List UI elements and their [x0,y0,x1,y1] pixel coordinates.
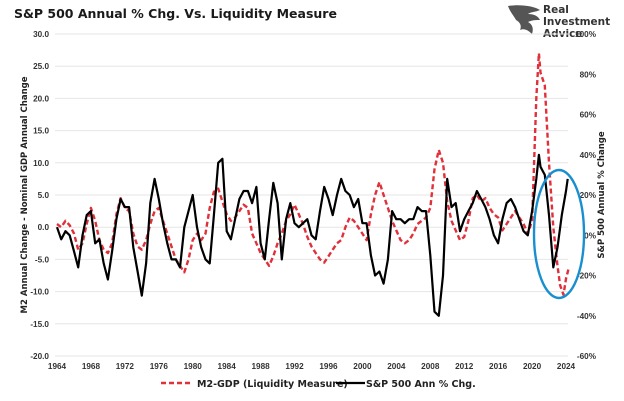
x-tick-label: 2008 [421,362,440,371]
series-line-m2-gdp [56,52,570,296]
x-tick-label: 1988 [251,362,270,371]
y2-tick-label: 100% [575,30,597,39]
y2-tick-label: 20% [580,191,597,200]
x-tick-label: 1976 [150,362,169,371]
y-tick-label: 20.0 [33,94,49,103]
legend-label-m2: M2-GDP (Liquidity Measure) [197,379,348,390]
x-tick-label: 1972 [116,362,135,371]
y-tick-label: -5.0 [35,255,50,264]
left-axis-ticks: 30.0 25.0 20.0 15.0 10.0 5.0 0.0 -5.0 -10.0 -15.0… [30,30,49,361]
left-axis-label: M2 Annual Change - Nominal GDP Annual Ch… [20,76,30,313]
eagle-icon [508,5,540,35]
y-tick-label: -15.0 [30,320,49,329]
series-line-sp500 [55,153,569,317]
y-tick-label: 15.0 [33,127,49,136]
x-tick-label: 2000 [353,362,372,371]
legend: M2-GDP (Liquidity Measure) S&P 500 Ann %… [161,379,476,390]
series-group [55,52,570,317]
y-tick-label: 5.0 [38,191,50,200]
chart-title: S&P 500 Annual % Chg. Vs. Liquidity Meas… [14,6,337,21]
x-tick-label: 1996 [319,362,338,371]
y-tick-label: -10.0 [30,288,49,297]
right-axis-label: S&P 500 Annual % Change [597,131,607,258]
x-tick-label: 2016 [489,362,508,371]
y2-tick-label: -60% [577,352,597,361]
right-axis-ticks: 100% 80% 60% 40% 20% 0% -20% -40% -60% [575,30,597,361]
x-tick-label: 2024 [557,362,576,371]
x-tick-label: 2004 [387,362,406,371]
y2-tick-label: 80% [580,70,597,79]
brand-line-2: Investment [543,16,610,28]
x-tick-label: 1992 [285,362,304,371]
legend-label-spx: S&P 500 Ann % Chg. [366,379,476,390]
x-tick-label: 1968 [82,362,101,371]
y-tick-label: 10.0 [33,159,49,168]
y2-tick-label: 40% [580,151,597,160]
y-tick-label: 0.0 [38,223,50,232]
x-tick-label: 2020 [523,362,542,371]
y2-tick-label: -40% [577,312,597,321]
y-tick-label: -20.0 [30,352,49,361]
highlight-ellipse [532,168,586,300]
x-tick-label: 2012 [455,362,474,371]
x-tick-label: 1980 [184,362,203,371]
y2-tick-label: 60% [580,111,597,120]
y2-tick-label: 0% [584,231,597,240]
brand-line-1: Real [543,4,569,16]
y2-tick-label: -20% [577,272,597,281]
y-tick-label: 25.0 [33,62,49,71]
x-tick-label: 1964 [48,362,67,371]
x-tick-label: 1984 [218,362,237,371]
x-axis-ticks: 1964 1968 1972 1976 1980 1984 1988 1992 1996 2000… [48,362,576,371]
gridlines [55,33,568,357]
y-tick-label: 30.0 [33,30,49,39]
